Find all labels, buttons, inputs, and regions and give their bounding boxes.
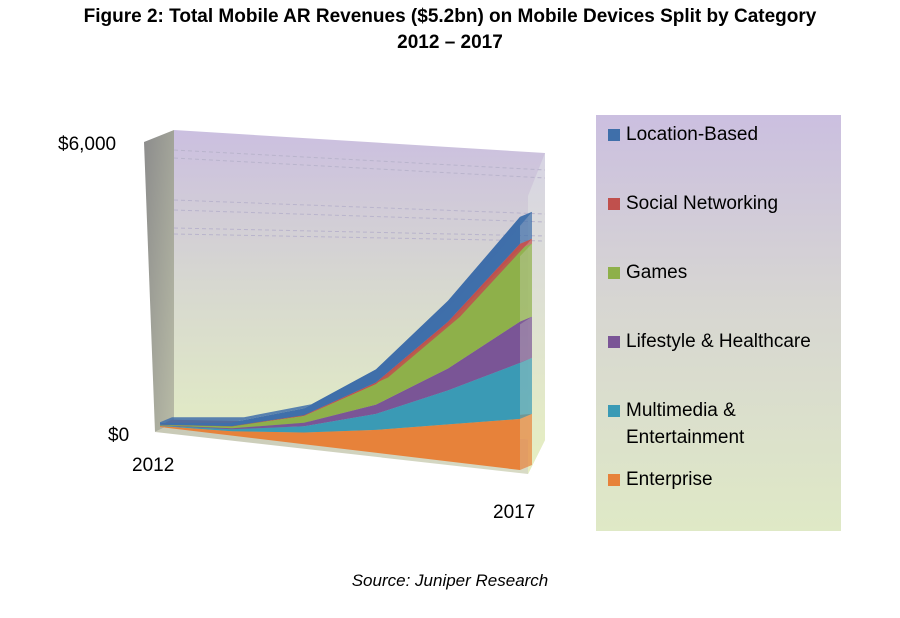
source-note: Source: Juniper Research bbox=[351, 571, 549, 590]
legend-item-social-networking: Social Networking bbox=[608, 190, 838, 217]
chart-title: Figure 2: Total Mobile AR Revenues ($5.2… bbox=[0, 4, 900, 56]
legend-label: Location-Based bbox=[626, 124, 759, 145]
area-games bbox=[160, 248, 520, 429]
legend-item-games: Games bbox=[608, 259, 838, 286]
area-cap-multimedia-entertainment bbox=[520, 357, 532, 419]
legend-swatch bbox=[608, 405, 620, 417]
legend-swatch bbox=[608, 336, 620, 348]
area-enterprise bbox=[160, 418, 520, 470]
area-cap-lifestyle-healthcare bbox=[520, 316, 532, 363]
legend-item-enterprise: Enterprise bbox=[608, 466, 838, 493]
chart-title-line-1: Figure 2: Total Mobile AR Revenues ($5.2… bbox=[83, 6, 817, 27]
legend-item-location-based: Location-Based bbox=[608, 121, 838, 148]
x-tick-label-end: 2017 bbox=[493, 502, 535, 523]
gridlines bbox=[173, 149, 546, 242]
legend: Location-Based Social Networking Games L… bbox=[596, 115, 841, 531]
x-tick-label-start: 2012 bbox=[132, 455, 174, 476]
area-location-based bbox=[160, 216, 520, 427]
legend-label: Games bbox=[626, 262, 688, 283]
legend-swatch bbox=[608, 474, 620, 486]
area-cap-games bbox=[520, 243, 532, 322]
y-tick-label-max: $6,000 bbox=[58, 134, 116, 155]
legend-item-multimedia-entertainment: Multimedia & Entertainment bbox=[608, 397, 758, 451]
legend-item-lifestyle-healthcare: Lifestyle & Healthcare bbox=[608, 328, 838, 355]
area-cap-enterprise bbox=[520, 413, 532, 470]
stacked-areas bbox=[160, 211, 532, 470]
legend-swatch bbox=[608, 267, 620, 279]
axis-ticks: $6,000 $0 2012 2017 bbox=[58, 134, 535, 523]
side-wall bbox=[144, 130, 174, 432]
y-tick-label-min: $0 bbox=[108, 425, 129, 446]
legend-swatch bbox=[608, 198, 620, 210]
legend-label: Social Networking bbox=[626, 193, 779, 214]
area-lifestyle-healthcare bbox=[160, 321, 520, 430]
area-cap-social-networking bbox=[520, 238, 532, 249]
legend-label: Enterprise bbox=[626, 469, 713, 490]
legend-label: Lifestyle & Healthcare bbox=[626, 331, 811, 352]
legend-label: Multimedia & Entertainment bbox=[626, 400, 745, 448]
right-edge bbox=[528, 153, 545, 474]
area-multimedia-entertainment bbox=[160, 362, 520, 433]
area-cap-location-based bbox=[520, 211, 532, 244]
chart-title-line-2: 2012 – 2017 bbox=[397, 32, 503, 53]
legend-swatch bbox=[608, 129, 620, 141]
